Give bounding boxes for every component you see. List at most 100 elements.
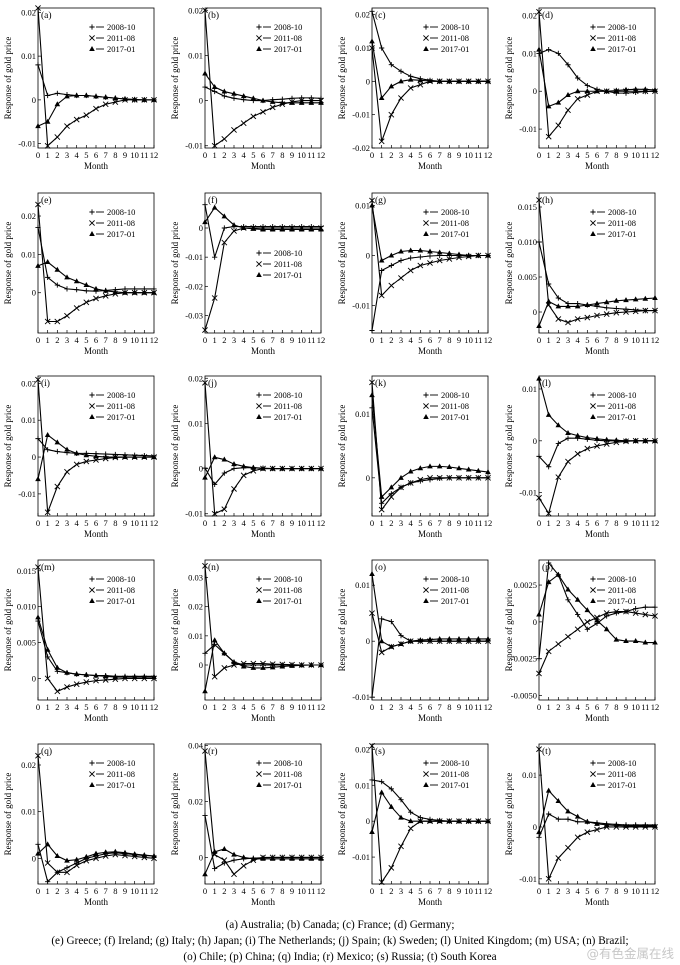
data-point (594, 826, 600, 833)
legend-entry: 2011-08 (608, 33, 636, 43)
data-point (446, 464, 453, 469)
data-point (545, 787, 552, 793)
data-point (427, 463, 433, 469)
x-tick-label: 4 (242, 886, 247, 896)
panel-label: (n) (208, 562, 219, 573)
data-point (485, 252, 491, 258)
x-tick-label: 4 (75, 886, 80, 896)
panel-label: (b) (208, 10, 219, 21)
x-tick-label: 11 (307, 702, 315, 712)
x-tick-label: 9 (457, 150, 461, 160)
legend-entry: 2017-01 (608, 596, 636, 606)
data-point (545, 875, 552, 882)
y-tick-label: 0 (366, 76, 370, 86)
series-line-2011-08 (37, 7, 154, 147)
data-point (436, 249, 443, 255)
x-tick-label: 1 (213, 150, 217, 160)
y-axis-label: Response of gold price (337, 589, 347, 672)
x-tick-label: 10 (631, 702, 640, 712)
data-point (141, 96, 148, 102)
data-point (221, 225, 227, 231)
x-tick-label: 5 (585, 886, 589, 896)
data-point (74, 287, 80, 293)
legend-marker (423, 587, 429, 593)
x-tick-label: 6 (595, 150, 599, 160)
legend-entry: 2008-10 (107, 22, 135, 32)
x-tick-label: 0 (537, 886, 541, 896)
legend-entry: 2011-08 (441, 769, 469, 779)
data-point (388, 62, 394, 68)
legend-entry: 2008-10 (274, 22, 302, 32)
legend-entry: 2011-08 (608, 585, 636, 595)
data-point (584, 82, 590, 89)
y-tick-label: 0.01 (21, 51, 36, 61)
legend-marker (256, 392, 262, 398)
watermark: @有色金属在线 (586, 946, 674, 961)
legend-marker (590, 403, 596, 409)
data-point (93, 93, 99, 99)
data-point (211, 204, 218, 210)
x-tick-label: 8 (280, 335, 284, 345)
data-point (456, 474, 462, 481)
y-axis-label: Response of gold price (170, 37, 180, 120)
data-point (594, 443, 600, 449)
x-tick-label: 8 (113, 886, 117, 896)
x-tick-label: 9 (624, 335, 628, 345)
data-point (221, 664, 228, 671)
series-line-2011-08 (538, 749, 655, 881)
legend-entry: 2008-10 (274, 574, 302, 584)
data-point (35, 376, 41, 383)
x-tick-label: 1 (46, 886, 50, 896)
data-point (398, 843, 404, 850)
y-tick-label: 0 (199, 660, 203, 670)
data-point (73, 681, 80, 688)
data-point (250, 664, 257, 670)
series-line-2011-08 (204, 565, 321, 678)
data-point (584, 314, 591, 321)
data-point (427, 248, 433, 254)
data-point (398, 814, 404, 820)
legend-entry: 2008-10 (608, 207, 636, 217)
data-point (427, 818, 433, 824)
x-tick-label: 2 (55, 150, 59, 160)
y-tick-label: 0.005 (518, 272, 537, 282)
series-line-2011-08 (37, 204, 154, 323)
legend-marker (256, 403, 262, 409)
data-point (398, 474, 404, 480)
data-point (574, 450, 581, 457)
data-point (407, 818, 414, 824)
plot-frame (371, 743, 489, 885)
data-point (398, 797, 404, 803)
data-point (378, 95, 385, 100)
x-tick-label: 6 (428, 886, 432, 896)
data-point (369, 392, 375, 398)
data-point (436, 257, 443, 264)
y-tick-label: -0.01 (185, 141, 203, 151)
x-tick-label: 8 (113, 518, 117, 528)
x-tick-label: 11 (641, 886, 649, 896)
x-tick-label: 5 (84, 886, 88, 896)
legend-marker (256, 782, 262, 787)
x-tick-label: 10 (631, 518, 640, 528)
data-point (35, 123, 41, 129)
data-point (642, 437, 649, 443)
data-point (369, 694, 375, 700)
data-point (378, 493, 385, 499)
data-point (151, 96, 157, 102)
x-tick-label: 8 (614, 518, 618, 528)
x-tick-label: 10 (130, 702, 139, 712)
data-point (475, 252, 482, 258)
data-point (64, 312, 70, 319)
data-point (83, 853, 90, 859)
data-point (594, 820, 600, 826)
data-point (240, 862, 247, 869)
data-point (398, 257, 404, 264)
y-tick-label: 0.02 (188, 796, 203, 806)
data-point (465, 818, 472, 824)
x-tick-label: 6 (94, 886, 98, 896)
x-tick-label: 9 (290, 335, 294, 345)
x-tick-label: 5 (418, 702, 422, 712)
